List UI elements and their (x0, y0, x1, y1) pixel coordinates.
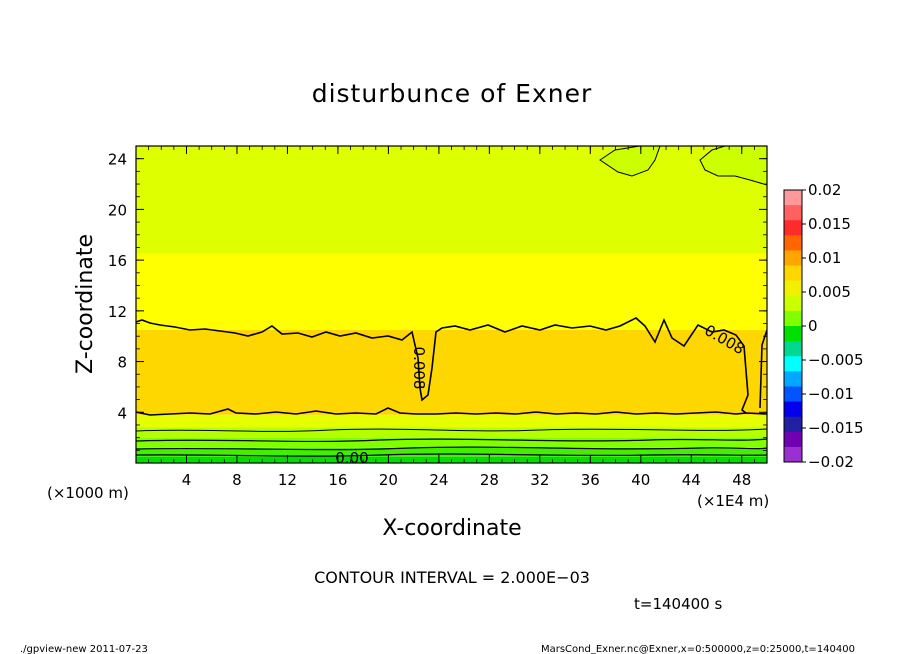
contour-line-low-1 (136, 428, 767, 432)
colorbar-label-1: 0.015 (808, 215, 851, 233)
colorbar-segment-7 (784, 295, 802, 312)
colorbar-segment-16 (784, 431, 802, 448)
y-tick-label-2: 12 (108, 303, 127, 321)
contour-interval: CONTOUR INTERVAL = 2.000E−03 (314, 568, 590, 587)
colorbar-label-8: −0.02 (808, 453, 854, 471)
x-unit-left: (×1000 m) (47, 484, 129, 502)
colorbar-segment-5 (784, 265, 802, 282)
colorbar-label-6: −0.01 (808, 385, 854, 403)
colorbar-segment-13 (784, 386, 802, 403)
colorbar-segment-8 (784, 310, 802, 327)
x-tick-label-6: 28 (480, 471, 499, 489)
y-tick-label-3: 16 (108, 252, 127, 270)
contour-line-lower (136, 407, 767, 416)
colorbar-segment-9 (784, 326, 802, 342)
x-tick-label-5: 24 (429, 471, 448, 489)
colorbar-label-4: 0 (808, 317, 818, 335)
x-tick-label-11: 48 (732, 471, 751, 489)
x-tick-label-3: 16 (328, 471, 347, 489)
colorbar-label-3: 0.005 (808, 283, 851, 301)
colorbar-segment-6 (784, 280, 802, 297)
colorbar-segment-12 (784, 371, 802, 387)
x-unit-right: (×1E4 m) (697, 492, 769, 510)
field-band-7 (136, 146, 767, 254)
y-tick-label-0: 4 (117, 404, 127, 422)
colorbar-label-5: −0.005 (808, 351, 864, 369)
field-band-5 (136, 329, 767, 415)
colorbar-segment-2 (784, 220, 802, 236)
x-tick-label-0: 4 (182, 471, 192, 489)
chart-title: disturbunce of Exner (312, 79, 593, 108)
colorbar-segment-17 (784, 446, 802, 463)
x-tick-label-9: 40 (631, 471, 650, 489)
contour-line-top-blob (599, 146, 661, 177)
x-tick-label-7: 32 (530, 471, 549, 489)
y-tick-label-4: 20 (108, 201, 127, 219)
y-tick-label-5: 24 (108, 151, 127, 169)
colorbar-segment-10 (784, 341, 802, 357)
contour-line-upper (136, 317, 767, 414)
plot-area (136, 146, 767, 463)
x-tick-label-10: 44 (682, 471, 701, 489)
x-tick-label-4: 20 (379, 471, 398, 489)
y-tick-label-1: 8 (117, 354, 127, 372)
field-band-4 (136, 414, 767, 428)
colorbar-labels: 0.02 0.015 0.01 0.005 0 −0.005 −0.01 −0.015 −0.0… (802, 181, 864, 471)
time-label: t=140400 s (634, 595, 722, 613)
x-axis-label: X-coordinate (382, 516, 521, 541)
colorbar-segment-4 (784, 250, 802, 267)
contour-line-low-4 (136, 453, 767, 457)
x-tick-label-1: 8 (232, 471, 242, 489)
colorbar-segment-15 (784, 416, 802, 433)
field-bands (136, 146, 767, 463)
field-band-1 (136, 447, 767, 457)
colorbar-label-2: 0.01 (808, 249, 841, 267)
x-tick-label-8: 36 (581, 471, 600, 489)
x-tick-label-2: 12 (278, 471, 297, 489)
contour-label-vertical: 0.008 (410, 347, 428, 390)
colorbar-segment-14 (784, 401, 802, 418)
contour-line-low-2 (136, 438, 767, 443)
field-band-3 (136, 427, 767, 438)
y-axis-label: Z-coordinate (73, 234, 98, 374)
footer-left: ./gpview-new 2011-07-23 (20, 644, 148, 654)
colorbar-label-7: −0.015 (808, 419, 864, 437)
colorbar-segment-0 (784, 190, 802, 206)
contour-line-low-3 (136, 446, 767, 451)
x-axis: 4 8 12 16 20 24 28 32 36 40 44 48 (148, 146, 755, 489)
colorbar-segment-1 (784, 205, 802, 221)
colorbar-label-0: 0.02 (808, 181, 841, 199)
field-band-6 (136, 253, 767, 330)
footer-right: MarsCond_Exner.nc@Exner,x=0:500000,z=0:2… (541, 644, 855, 654)
colorbar-segment-11 (784, 356, 802, 372)
contour-label-bottom: 0.00 (335, 449, 368, 467)
colorbar (783, 189, 803, 463)
y-axis: 4 8 12 16 20 24 (108, 151, 767, 451)
contour-line-top-right (699, 146, 767, 186)
colorbar-segment-3 (784, 235, 802, 251)
field-band-2 (136, 437, 767, 448)
